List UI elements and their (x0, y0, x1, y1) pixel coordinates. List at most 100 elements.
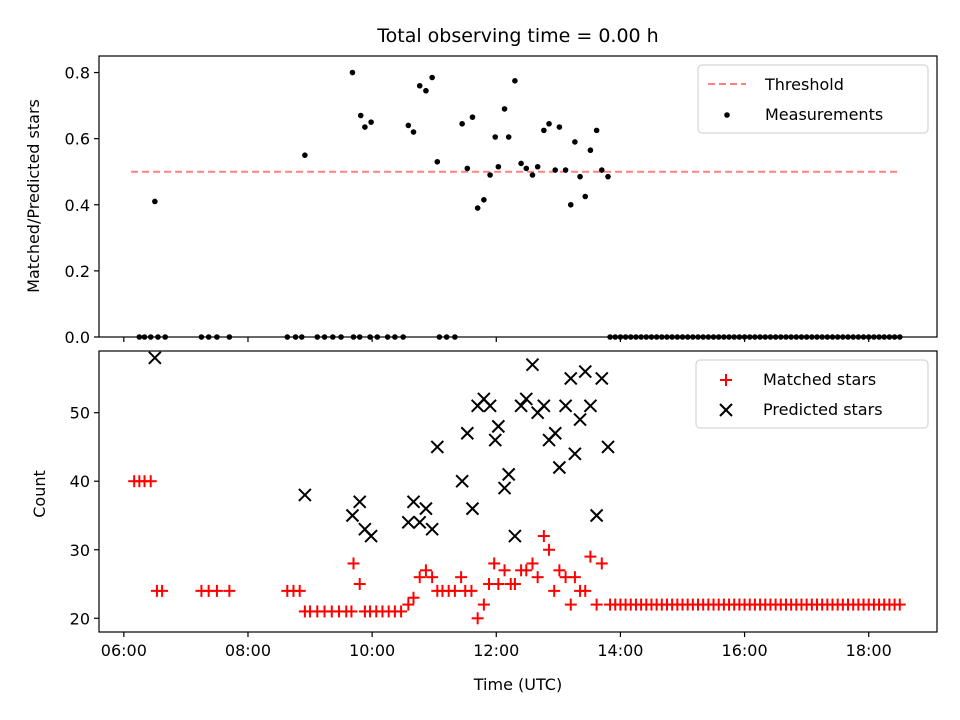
measurement-point (587, 147, 594, 154)
matched-star-point (584, 550, 597, 563)
matched-star-point (223, 584, 236, 597)
matched-star-point (595, 557, 608, 570)
chart-title: Total observing time = 0.00 h (376, 25, 658, 47)
measurement-point (572, 139, 578, 145)
predicted-star-point (564, 371, 578, 386)
predicted-star-point (364, 529, 378, 543)
matched-star-point (477, 598, 490, 611)
matched-star-point (455, 571, 468, 584)
measurement-point (577, 173, 583, 180)
matched-star-point (465, 584, 478, 597)
measurement-point (605, 173, 611, 180)
measurement-point (434, 158, 441, 165)
measurement-point (368, 119, 374, 125)
bottom-legend-box (695, 359, 929, 429)
matched-star-point (579, 584, 592, 597)
predicted-star-point (497, 481, 512, 495)
predicted-star-point (537, 399, 551, 413)
predicted-star-point (345, 508, 360, 523)
measurement-point (546, 120, 552, 127)
measurement-point (474, 205, 481, 211)
matched-star-point (293, 584, 306, 597)
predicted-star-point (558, 399, 573, 413)
matched-star-point (520, 564, 533, 577)
matched-star-point (426, 571, 439, 584)
bottom-plot-area (94, 351, 906, 637)
measurement-point (512, 77, 518, 84)
measurements-legend-swatch (724, 112, 730, 118)
predicted-star-point (465, 501, 480, 516)
matched-star-point (471, 612, 484, 625)
bottom-legend: Matched stars Predicted stars (695, 359, 929, 429)
predicted-star-point (552, 460, 567, 475)
predicted-star-point (455, 474, 469, 488)
matched-star-point (448, 584, 461, 597)
measurement-point (495, 163, 502, 170)
matched-star-point (531, 571, 544, 584)
measurement-point (464, 165, 471, 172)
measurement-point (523, 165, 530, 172)
matched-star-point (492, 578, 505, 591)
matched-star-point (353, 578, 366, 591)
measurement-point (357, 112, 364, 119)
top-y-tick-label: 0.8 (65, 64, 90, 83)
matched-star-point (488, 557, 501, 570)
predicted-star-point (488, 433, 502, 447)
x-tick-label: 16:00 (722, 641, 768, 660)
matched-star-point (407, 591, 420, 604)
matched-legend-swatch (720, 374, 732, 386)
measurement-point (429, 74, 435, 81)
predicted-star-point (430, 440, 445, 454)
measurement-point (556, 124, 563, 130)
matched-star-point (402, 598, 415, 611)
bottom-y-tick-label: 50 (70, 404, 90, 423)
predicted-star-point (589, 508, 604, 523)
measurement-point (541, 127, 547, 134)
matched-star-point (345, 605, 358, 618)
predicted-star-point (419, 501, 433, 516)
predicted-star-point (568, 447, 582, 461)
predicted-star-point (401, 515, 416, 530)
top-legend-box (697, 64, 929, 134)
measurement-point (410, 129, 417, 135)
measurement-point (599, 167, 605, 173)
measurement-point (552, 167, 559, 173)
bottom-y-tick-label: 40 (70, 472, 90, 491)
top-legend: Threshold Measurements (697, 64, 929, 134)
predicted-star-point (519, 392, 533, 406)
x-tick-label: 14:00 (597, 641, 643, 660)
matched-star-point (537, 530, 550, 543)
predicted-star-point (406, 495, 421, 509)
predicted-star-point (298, 488, 312, 502)
measurement-point (416, 82, 423, 89)
matched-star-point (564, 598, 577, 611)
measurement-point (459, 120, 465, 127)
measurement-point (481, 197, 487, 203)
x-tick-label: 18:00 (846, 641, 892, 660)
measurement-point (518, 160, 524, 167)
top-y-tick-label: 0.0 (65, 328, 90, 347)
predicted-star-point (525, 358, 540, 372)
predicted-star-point (491, 419, 506, 434)
measurement-point (582, 193, 589, 200)
predicted-star-point (595, 371, 609, 386)
top-y-tick-label: 0.4 (65, 196, 90, 215)
measurement-point (492, 134, 499, 140)
measurement-point (593, 127, 600, 134)
bottom-y-tick-label: 30 (70, 541, 90, 560)
predicted-star-point (514, 399, 528, 413)
predicted-star-point (578, 364, 592, 379)
predicted-star-point (425, 522, 439, 536)
predicted-star-point (601, 440, 615, 454)
predicted-star-point (413, 515, 427, 530)
measurement-point (529, 172, 536, 178)
measurements-legend-label: Measurements (765, 105, 883, 124)
predicted-star-point (460, 426, 475, 440)
matched-star-point (210, 584, 223, 597)
predicted-star-point (483, 399, 497, 413)
measurement-point (302, 152, 308, 158)
x-tick-label: 12:00 (473, 641, 519, 660)
measurement-point (562, 167, 569, 173)
